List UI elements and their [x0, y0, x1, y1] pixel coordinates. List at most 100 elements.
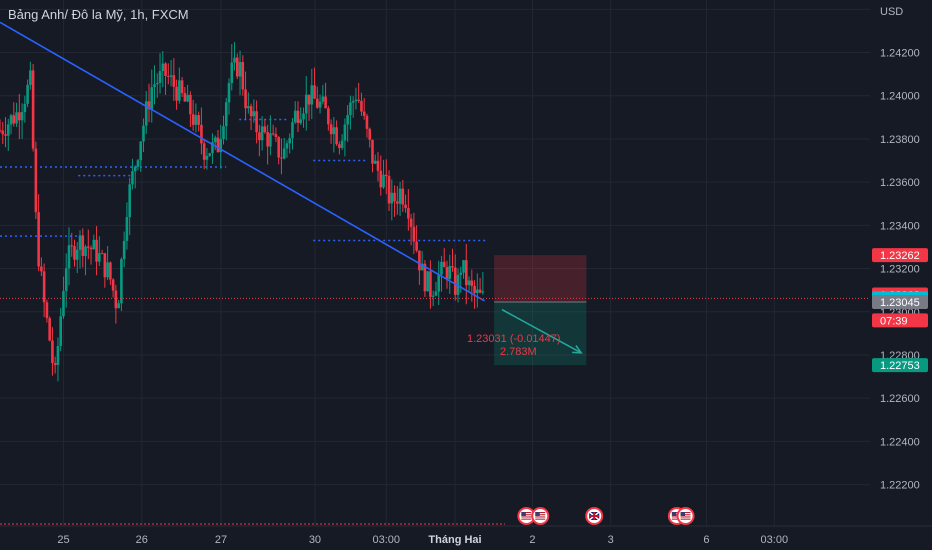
candle-body	[338, 144, 341, 148]
candle-body	[109, 262, 112, 280]
candle-body	[114, 290, 118, 309]
candle-body	[224, 102, 228, 127]
candle-body	[409, 218, 413, 227]
trendline-layer[interactable]	[0, 21, 485, 302]
flag-stripe	[680, 518, 691, 520]
candle-body	[346, 115, 349, 125]
candle-body	[103, 253, 107, 278]
candle-body	[340, 140, 344, 148]
candle-body	[186, 94, 189, 102]
flag-canton	[521, 512, 526, 516]
flag-canton	[680, 512, 686, 516]
candle-body	[310, 85, 314, 105]
candle-body	[89, 247, 93, 250]
time-tick-label: 2	[529, 534, 535, 546]
candle-body	[327, 108, 330, 125]
time-axis[interactable]: 25 26 27 30 03:00 Tháng Hai 2 3 6 03:00	[0, 523, 932, 546]
candle-body	[70, 245, 74, 247]
candle-body	[191, 114, 195, 125]
short-position-tool[interactable]: 1.23031 (-0.01447)2.783M	[467, 255, 587, 366]
candle-body	[67, 245, 71, 269]
candle-body	[227, 83, 231, 103]
candle-body	[382, 174, 385, 188]
candle-body	[1, 130, 5, 135]
candle-body	[324, 96, 327, 109]
flag-stripe	[521, 514, 532, 516]
candle-body	[398, 188, 402, 204]
candle-body	[415, 241, 418, 251]
candle-body	[178, 80, 181, 101]
candle-body	[131, 171, 134, 185]
us-flag-icon[interactable]	[676, 507, 695, 525]
candle-body	[396, 201, 399, 204]
time-tick-label: 03:00	[373, 534, 401, 546]
candle-body	[307, 94, 311, 105]
candle-body	[343, 124, 347, 141]
candle-body	[365, 115, 369, 129]
candle-body	[390, 192, 394, 204]
candle-body	[75, 249, 79, 260]
candle-body	[362, 111, 366, 116]
price-tag-label: 1.23045	[880, 297, 920, 309]
candle-body	[153, 84, 156, 88]
candle-body	[53, 363, 57, 365]
candle-body	[241, 62, 245, 90]
candle-body	[379, 170, 383, 188]
flag-stripe	[535, 516, 546, 518]
candle-body	[368, 128, 372, 140]
price-tag	[872, 313, 928, 328]
candle-body	[59, 316, 63, 347]
time-tick-label: Tháng Hai	[428, 534, 481, 546]
economic-events[interactable]	[517, 507, 695, 525]
price-tag-label: 1.22753	[880, 360, 920, 372]
candle-body	[0, 130, 2, 132]
candle-body	[208, 153, 211, 156]
candle-body	[476, 289, 479, 294]
candle-body	[98, 253, 101, 262]
candle-body	[332, 127, 336, 135]
candle-body	[211, 142, 214, 154]
candle-body	[37, 212, 40, 267]
flag-stripe	[535, 518, 546, 520]
price-tick-label: 1.23200	[880, 264, 920, 276]
candle-body	[100, 253, 104, 255]
candle-body	[169, 75, 173, 77]
candle-body	[120, 259, 123, 304]
candle-body	[6, 124, 10, 136]
candle-body	[197, 115, 200, 125]
flag-canton	[535, 512, 540, 516]
time-tick-label: 27	[215, 534, 227, 546]
candle-body	[86, 246, 90, 248]
candle-body	[12, 115, 16, 124]
candle-body	[313, 85, 316, 99]
candle-body	[235, 57, 239, 77]
arrow-head-icon	[572, 345, 583, 354]
candle-body	[106, 262, 109, 278]
flag-stripe	[671, 518, 682, 520]
candle-body	[412, 226, 416, 242]
candle-body	[194, 115, 198, 125]
candle-body	[302, 113, 305, 120]
candle-body	[252, 111, 256, 117]
candle-body	[260, 126, 264, 141]
candle-body	[299, 119, 303, 124]
candle-body	[329, 124, 333, 135]
price-tick-label: 1.22200	[880, 480, 920, 492]
candle-body	[161, 63, 165, 72]
flag-stripe	[671, 512, 682, 514]
uk-flag-icon[interactable]	[585, 507, 604, 525]
candle-body	[442, 261, 446, 268]
trendline[interactable]	[0, 21, 485, 302]
candle-body	[420, 263, 424, 271]
chart-title: Bảng Anh/ Đô la Mỹ, 1h, FXCM	[8, 7, 189, 22]
risk-zone[interactable]	[494, 255, 587, 303]
candle-body	[318, 101, 322, 108]
candle-body	[360, 100, 363, 112]
flag-stripe	[680, 512, 691, 514]
candle-body	[445, 267, 449, 279]
us-flag-icon[interactable]	[531, 507, 550, 525]
reward-zone[interactable]	[494, 302, 587, 366]
